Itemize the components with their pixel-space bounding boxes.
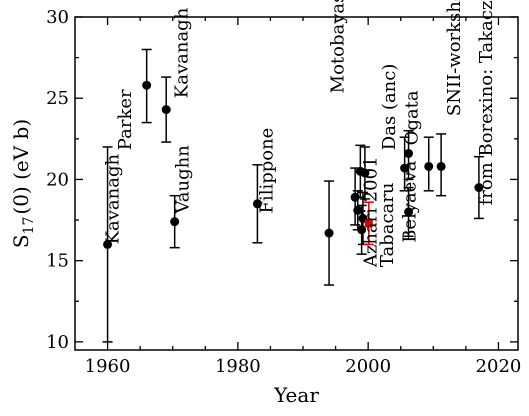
data-label: Das (anc) <box>379 64 400 151</box>
data-point <box>103 239 113 249</box>
data-point <box>424 161 434 171</box>
y-axis-label-rest: (0) (eV b) <box>9 119 33 215</box>
data-point <box>400 163 410 173</box>
data-point <box>474 183 484 193</box>
data-label: Filippone <box>256 128 277 214</box>
data-point <box>436 161 446 171</box>
x-tick-label: 2020 <box>476 356 522 377</box>
data-label: from Borexino: Takacz <box>476 1 497 206</box>
data-label: Belyaeva <box>400 160 421 242</box>
y-axis-label-main: S <box>9 234 33 248</box>
data-labels: Kavanagh Parker Kavanagh Vaughn Filippone Mot… <box>103 0 497 268</box>
data-label: Parker <box>115 89 136 150</box>
data-label: Azhari 2001 <box>361 156 382 268</box>
data-label: Tabacaru <box>377 183 398 268</box>
data-label: Kavanagh <box>172 7 193 98</box>
data-label: Kavanagh <box>103 153 124 244</box>
axis-ticks: 1960 1980 2000 2020 10 15 20 25 30 <box>46 7 521 377</box>
y-axis-label-sub: 17 <box>21 217 37 235</box>
data-label: Motobayashi <box>327 0 348 93</box>
data-point <box>357 225 367 235</box>
data-point <box>353 205 363 215</box>
data-point <box>161 105 171 115</box>
x-tick-label: 2000 <box>345 356 391 377</box>
x-axis-label: Year <box>273 383 319 407</box>
data-point <box>142 80 152 90</box>
data-label: Ogata <box>402 90 423 145</box>
data-point <box>360 168 370 178</box>
y-tick-label: 25 <box>46 88 69 109</box>
x-tick-label: 1980 <box>215 356 261 377</box>
data-label: SNII-workshop <box>444 0 465 116</box>
y-axis-label: S17 (0) (eV b) <box>9 119 37 248</box>
y-tick-label: 30 <box>46 7 69 28</box>
data-marks <box>102 48 484 343</box>
data-point <box>324 228 334 238</box>
data-point <box>364 219 373 228</box>
data-point <box>252 199 262 209</box>
plot-frame <box>74 16 519 351</box>
data-label: Vaughn <box>172 145 193 215</box>
y-tick-label: 20 <box>46 169 69 190</box>
data-point <box>170 217 180 227</box>
data-point <box>404 207 414 217</box>
y-tick-label: 10 <box>46 332 69 353</box>
x-tick-label: 1960 <box>85 356 131 377</box>
data-point <box>404 148 414 158</box>
y-tick-label: 15 <box>46 251 69 272</box>
